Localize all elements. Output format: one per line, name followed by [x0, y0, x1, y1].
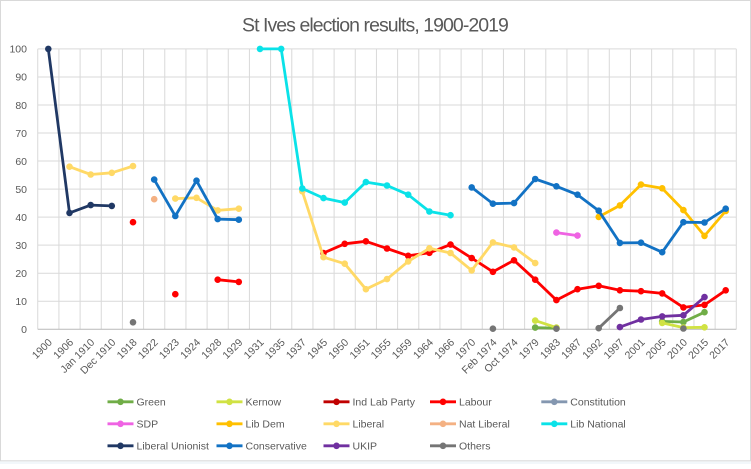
- svg-text:0: 0: [21, 324, 27, 336]
- svg-text:Green: Green: [137, 397, 166, 409]
- svg-text:Labour: Labour: [459, 397, 492, 409]
- svg-text:40: 40: [15, 212, 27, 224]
- svg-text:80: 80: [15, 100, 27, 112]
- svg-text:70: 70: [15, 128, 27, 140]
- svg-text:90: 90: [15, 72, 27, 84]
- svg-text:Liberal Unionist: Liberal Unionist: [137, 441, 209, 453]
- svg-text:10: 10: [15, 296, 27, 308]
- svg-text:Lib Dem: Lib Dem: [246, 419, 285, 431]
- svg-text:UKIP: UKIP: [353, 441, 378, 453]
- svg-text:Nat Liberal: Nat Liberal: [459, 419, 510, 431]
- svg-text:Constitution: Constitution: [570, 397, 626, 409]
- svg-text:Kernow: Kernow: [246, 397, 282, 409]
- svg-text:SDP: SDP: [137, 419, 159, 431]
- svg-text:100: 100: [9, 44, 27, 56]
- svg-text:20: 20: [15, 268, 27, 280]
- svg-text:Liberal: Liberal: [353, 419, 385, 431]
- svg-text:50: 50: [15, 184, 27, 196]
- svg-text:60: 60: [15, 156, 27, 168]
- svg-text:Ind Lab Party: Ind Lab Party: [353, 397, 416, 409]
- svg-text:St Ives election results, 1900: St Ives election results, 1900-2019: [242, 15, 508, 37]
- svg-text:30: 30: [15, 240, 27, 252]
- svg-text:Others: Others: [459, 441, 491, 453]
- svg-text:Conservative: Conservative: [246, 441, 307, 453]
- svg-text:Lib National: Lib National: [570, 419, 625, 431]
